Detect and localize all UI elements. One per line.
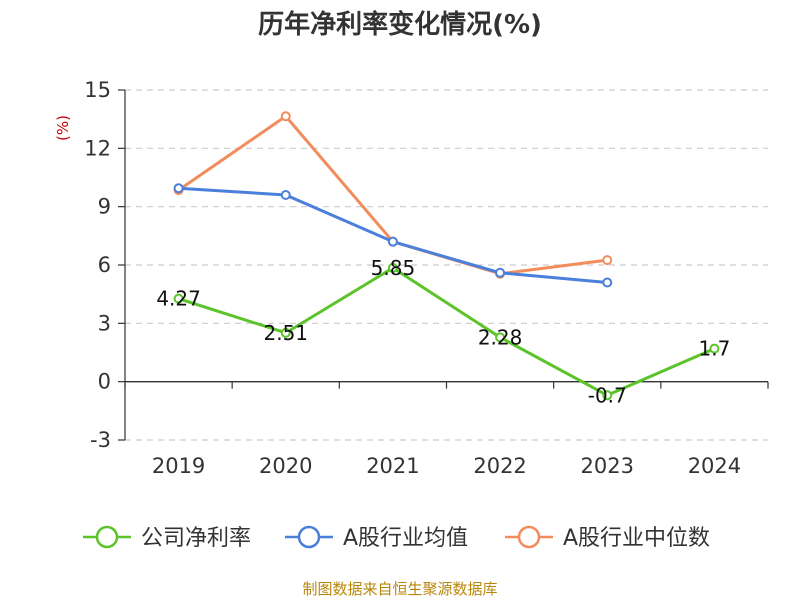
data-point — [173, 293, 184, 304]
y-tick-label: 9 — [98, 195, 111, 219]
data-label: 1.7 — [699, 337, 731, 361]
y-tick-label: 6 — [98, 253, 111, 277]
legend-label: A股行业中位数 — [563, 526, 710, 551]
data-label: 2.51 — [263, 321, 308, 345]
gridlines — [125, 89, 768, 441]
data-label: 4.27 — [156, 287, 201, 311]
legend-label: 公司净利率 — [141, 526, 251, 551]
legend-item-0[interactable]: 公司净利率 — [83, 525, 251, 551]
data-point — [495, 332, 506, 343]
legend-marker — [297, 525, 321, 549]
y-tick-label: 15 — [84, 78, 111, 102]
data-labels: 4.27 2.51 5.85 2.28 -0.7 1.7 — [156, 256, 730, 407]
x-tick-label: 2020 — [259, 454, 312, 478]
legend-marker — [95, 525, 119, 549]
y-tick-label: 3 — [98, 311, 111, 335]
data-label: -0.7 — [588, 383, 627, 407]
data-point — [280, 111, 291, 122]
data-point — [709, 343, 720, 354]
legend-item-1[interactable]: A股行业均值 — [285, 525, 468, 551]
data-point — [602, 255, 613, 266]
data-point — [602, 390, 613, 401]
data-point — [602, 277, 613, 288]
x-tick-label: 2023 — [581, 454, 634, 478]
chart-title: 历年净利率变化情况(%) — [258, 9, 542, 40]
legend-item-2[interactable]: A股行业中位数 — [505, 525, 710, 551]
legend-marker — [517, 525, 541, 549]
x-tick-label: 2022 — [473, 454, 526, 478]
x-tick-label: 2019 — [152, 454, 205, 478]
data-point — [280, 190, 291, 200]
data-point — [173, 183, 184, 194]
series-line-0 — [178, 266, 716, 397]
legend-label: A股行业均值 — [343, 526, 468, 551]
legend: 公司净利率 A股行业均值 A股行业中位数 — [83, 525, 710, 551]
axes: -3 0 3 6 9 12 15 2019 2020 2021 2022 2023 2024 — [84, 78, 769, 478]
data-point — [387, 262, 398, 273]
y-axis-unit-label: (%) — [54, 115, 72, 141]
series-lines — [173, 111, 720, 401]
y-tick-label: 12 — [84, 136, 111, 160]
y-tick-label: 0 — [98, 370, 111, 394]
y-tick-label: -3 — [90, 428, 111, 452]
data-label: 5.85 — [371, 256, 416, 280]
data-point — [387, 236, 398, 247]
series-line-2 — [177, 114, 608, 276]
data-point — [280, 327, 291, 338]
source-note: 制图数据来自恒生聚源数据库 — [302, 580, 497, 598]
data-point — [495, 267, 506, 278]
x-tick-label: 2021 — [366, 454, 419, 478]
x-tick-label: 2024 — [688, 454, 741, 478]
data-label: 2.28 — [478, 325, 523, 349]
